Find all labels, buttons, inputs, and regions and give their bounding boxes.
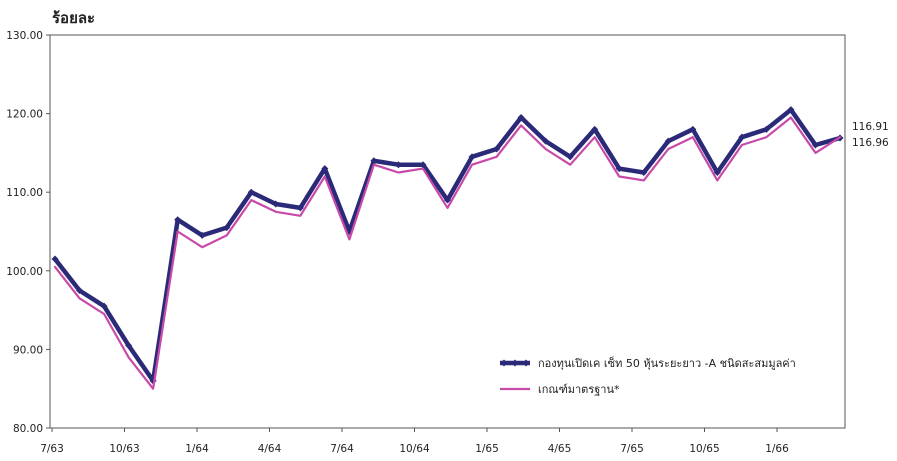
- y-tick-label: 90.00: [13, 344, 43, 356]
- data-point: [787, 106, 795, 114]
- data-point: [664, 137, 672, 145]
- series-line-0: [52, 107, 843, 384]
- data-point: [738, 133, 746, 141]
- data-point: [321, 165, 329, 173]
- data-point: [444, 196, 451, 204]
- x-tick-label: 1/66: [765, 443, 789, 455]
- data-point: [394, 161, 402, 169]
- y-tick-label: 110.00: [6, 187, 43, 199]
- data-point: [542, 137, 550, 145]
- series-layer: [51, 106, 844, 390]
- data-point: [640, 169, 648, 177]
- data-point: [223, 224, 231, 232]
- data-point: [615, 165, 623, 173]
- data-point: [419, 161, 427, 169]
- data-point: [713, 169, 721, 177]
- series-line-1: [53, 116, 842, 390]
- data-point: [566, 153, 574, 161]
- chart-axes: 80.00 90.00 100.00 110.00 120.00 130.00 7/63 10…: [6, 30, 846, 455]
- x-tick-label: 10/64: [399, 443, 430, 455]
- data-point: [76, 286, 84, 294]
- data-point: [125, 341, 133, 349]
- data-point: [689, 125, 697, 133]
- plot-frame: [49, 34, 846, 429]
- data-point: [370, 157, 378, 165]
- y-tick-label: 80.00: [13, 423, 43, 435]
- chart-legend: กองทุนเปิดเค เซ็ท 50 หุ้นระยะยาว -A ชนิด…: [500, 356, 796, 396]
- data-point: [247, 188, 255, 196]
- data-point: [811, 141, 819, 149]
- data-point: [51, 255, 59, 263]
- x-tick-label: 7/65: [620, 443, 644, 455]
- x-tick-label: 10/65: [689, 443, 719, 455]
- end-value-label: 116.91: [852, 121, 889, 133]
- legend-marker: [511, 359, 519, 367]
- x-tick-label: 10/63: [109, 443, 139, 455]
- data-point: [468, 153, 476, 161]
- x-tick-label: 1/65: [475, 443, 499, 455]
- x-tick-label: 7/64: [330, 443, 354, 455]
- legend-label: เกณฑ์มาตรฐาน*: [538, 383, 620, 396]
- data-point: [272, 200, 280, 208]
- data-point: [517, 114, 525, 122]
- data-point: [100, 302, 108, 310]
- end-labels: 116.91 116.96: [852, 121, 889, 149]
- x-tick-label: 4/65: [548, 443, 572, 455]
- x-tick-label: 7/63: [40, 443, 64, 455]
- data-point: [591, 125, 599, 133]
- y-tick-label: 130.00: [6, 30, 43, 42]
- y-tick-label: 120.00: [6, 109, 43, 121]
- data-point: [296, 204, 304, 212]
- x-tick-label: 4/64: [258, 443, 282, 455]
- y-tick-label: 100.00: [6, 266, 43, 278]
- x-tick-label: 1/64: [185, 443, 209, 455]
- data-point: [198, 231, 206, 239]
- legend-marker: [500, 359, 508, 367]
- chart-unit-title: ร้อยละ: [52, 9, 96, 27]
- end-value-label: 116.96: [852, 137, 889, 149]
- data-point: [762, 125, 770, 133]
- legend-marker: [522, 359, 530, 367]
- data-point: [493, 145, 501, 153]
- data-point: [174, 216, 182, 224]
- legend-label: กองทุนเปิดเค เซ็ท 50 หุ้นระยะยาว -A ชนิด…: [538, 356, 796, 370]
